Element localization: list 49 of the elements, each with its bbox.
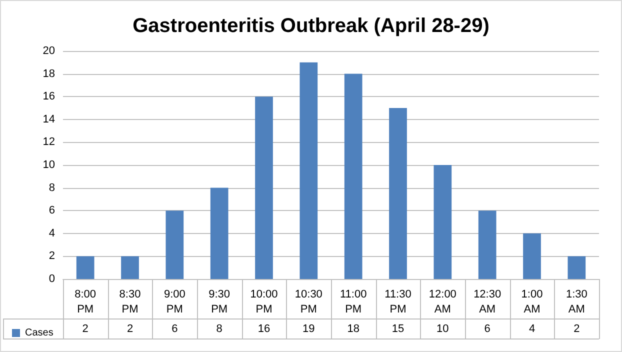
data-label: 18: [347, 323, 360, 335]
bar: [166, 210, 184, 279]
bar: [76, 256, 94, 279]
y-tick-label: 0: [48, 273, 55, 285]
data-label: 4: [528, 323, 536, 335]
bar: [523, 233, 541, 279]
x-tick-label: 1:00 AM: [521, 288, 543, 316]
x-tick-label: 11:00 PM: [340, 288, 367, 316]
data-label: 8: [216, 323, 222, 335]
data-label: 6: [484, 323, 490, 335]
bar: [344, 74, 362, 279]
y-tick-label: 2: [48, 250, 55, 262]
x-tick-label: 8:30 PM: [119, 288, 141, 316]
x-tick-label: 10:00 PM: [250, 288, 278, 316]
bar: [121, 256, 139, 279]
data-label: 2: [82, 323, 88, 335]
y-tick-label: 10: [42, 159, 55, 171]
y-tick-label: 18: [42, 68, 55, 80]
y-tick-label: 20: [42, 45, 55, 57]
data-label: 16: [258, 323, 270, 335]
x-tick-label: 12:00 AM: [428, 288, 456, 316]
bar: [478, 210, 496, 279]
data-label: 15: [392, 323, 404, 335]
y-tick-label: 4: [48, 227, 55, 240]
legend-label: Cases: [25, 328, 54, 338]
chart-title: Gastroenteritis Outbreak (April 28-29): [132, 15, 490, 37]
data-label: 6: [172, 323, 178, 335]
x-tick-label: 10:30 PM: [294, 288, 322, 316]
bar: [255, 96, 273, 279]
data-label: 10: [436, 323, 449, 335]
data-label: 19: [302, 323, 315, 335]
x-tick-label: 12:30 AM: [474, 288, 502, 316]
bar: [389, 108, 407, 279]
x-tick-label: 1:30 AM: [566, 288, 588, 316]
data-label: 2: [574, 323, 580, 335]
bar: [568, 256, 586, 279]
y-tick-label: 6: [48, 204, 55, 217]
x-tick-label: 8:00 PM: [74, 288, 96, 316]
bar: [300, 62, 318, 279]
bar: [210, 188, 228, 279]
data-label: 2: [126, 323, 134, 335]
y-tick-label: 16: [42, 90, 55, 103]
x-tick-label: 11:30 PM: [384, 288, 412, 316]
bar: [434, 165, 452, 279]
y-tick-label: 12: [42, 136, 55, 148]
x-tick-label: 9:00 PM: [164, 288, 186, 316]
y-tick-label: 14: [42, 113, 55, 126]
y-tick-label: 8: [48, 182, 55, 194]
x-tick-label: 9:30 PM: [208, 288, 230, 316]
